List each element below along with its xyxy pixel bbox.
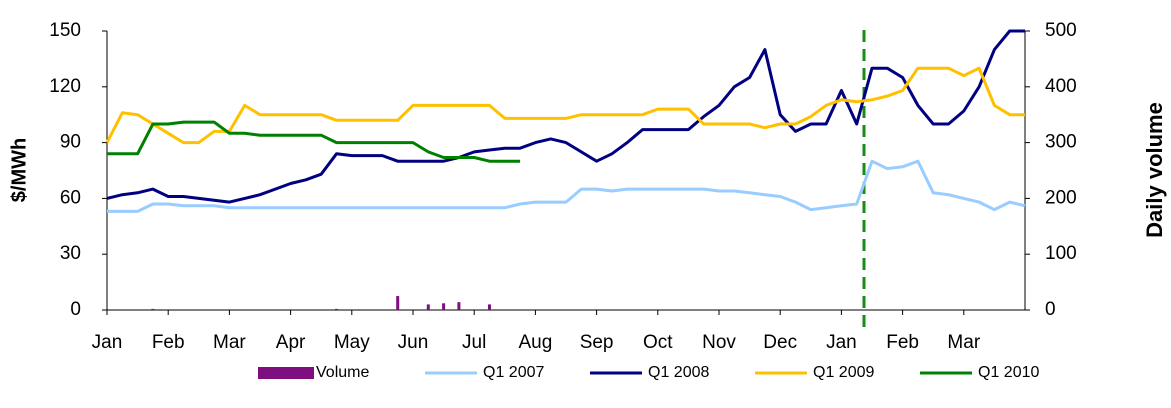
volume-bar [488, 304, 491, 310]
x-tick-label: Mar [213, 332, 246, 353]
x-tick-label: Jul [462, 332, 486, 353]
y2-axis-title: Daily volume [1142, 102, 1167, 238]
x-tick-label: Feb [152, 332, 185, 353]
y-tick-label: 90 [60, 132, 81, 153]
volume-bar [335, 308, 338, 310]
x-tick-label: Jan [92, 332, 123, 353]
y2-tick-label: 200 [1045, 187, 1077, 208]
legend-label: Q1 2007 [483, 364, 544, 381]
y2-tick-label: 500 [1045, 20, 1077, 41]
volume-bar [442, 303, 446, 310]
legend: Volume Q1 2007 Q1 2008 Q1 2009 Q1 2010 [258, 364, 1039, 381]
y-axis-title: $/MWh [8, 138, 30, 202]
x-tick-label: Feb [886, 332, 919, 353]
x-tick-label: May [334, 332, 370, 353]
x-tick-label: Jan [826, 332, 857, 353]
x-tick-label: Nov [702, 332, 736, 353]
series-line [105, 66, 1025, 145]
legend-label: Q1 2008 [648, 364, 709, 381]
volume-bar [396, 296, 400, 310]
x-tick-label: Oct [643, 332, 673, 353]
x-tick-label: Aug [518, 332, 552, 353]
x-tick-label: Mar [947, 332, 980, 353]
volume-bar [426, 304, 430, 310]
legend-label: Q1 2009 [813, 364, 874, 381]
volume-bar [151, 308, 155, 310]
series-line [107, 120, 521, 163]
y2-tick-label: 400 [1045, 76, 1077, 97]
legend-swatch [258, 367, 314, 379]
x-tick-label: Apr [276, 332, 306, 353]
y-tick-label: 60 [60, 187, 81, 208]
y2-tick-label: 100 [1045, 243, 1077, 264]
x-tick-label: Jun [398, 332, 429, 353]
x-tick-label: Dec [763, 332, 797, 353]
y2-tick-label: 300 [1045, 132, 1077, 153]
legend-label: Q1 2010 [978, 364, 1039, 381]
x-tick-label: Sep [580, 332, 614, 353]
series-line [106, 29, 1025, 204]
legend-label: Volume [316, 364, 369, 381]
volume-bar [457, 302, 461, 310]
y2-tick-label: 0 [1045, 299, 1056, 320]
y-tick-label: 150 [49, 20, 81, 41]
y-tick-label: 120 [49, 76, 81, 97]
y-tick-label: 30 [60, 243, 81, 264]
series-line [107, 159, 1026, 213]
y-tick-label: 0 [70, 299, 81, 320]
